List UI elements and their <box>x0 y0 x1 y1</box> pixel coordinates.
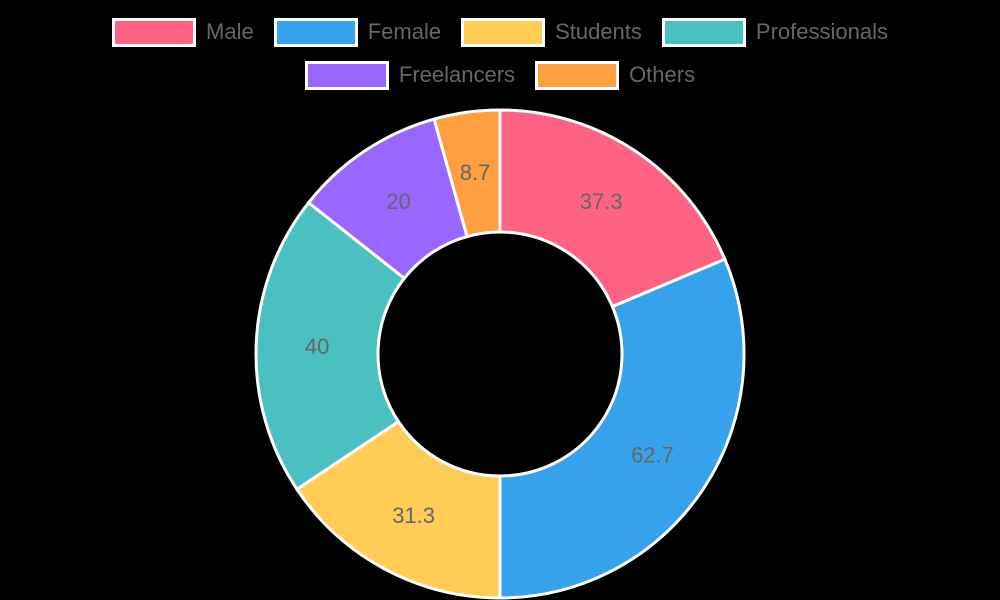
legend-swatch-male <box>112 17 197 47</box>
data-label-freelancers: 20 <box>386 189 410 214</box>
chart-data-labels: 37.3 62.7 31.3 40 20 8.7 <box>305 160 674 528</box>
legend-label-professionals: Professionals <box>755 19 888 44</box>
legend-item-others[interactable]: Others <box>535 60 696 90</box>
legend-item-male[interactable]: Male <box>112 17 254 47</box>
data-label-students: 31.3 <box>392 503 435 528</box>
legend-row-2: Freelancers Others <box>0 57 1000 93</box>
legend-label-male: Male <box>206 19 254 44</box>
legend-item-professionals[interactable]: Professionals <box>661 17 888 47</box>
legend-swatch-others <box>535 60 620 90</box>
legend-swatch-professionals <box>661 17 746 47</box>
chart-slices <box>254 108 746 600</box>
legend-item-students[interactable]: Students <box>461 17 642 47</box>
legend-swatch-female <box>273 17 358 47</box>
slice-professionals[interactable] <box>254 200 407 492</box>
slice-male[interactable] <box>498 108 727 309</box>
legend-swatch-students <box>461 17 546 47</box>
data-label-others: 8.7 <box>460 160 491 185</box>
legend-item-female[interactable]: Female <box>273 17 442 47</box>
slice-others[interactable] <box>432 108 502 239</box>
legend-label-students: Students <box>555 19 642 44</box>
legend-swatch-freelancers <box>304 60 389 90</box>
data-label-professionals: 40 <box>305 334 329 359</box>
slice-female[interactable] <box>498 257 746 600</box>
legend-row-1: Male Female Students Professionals <box>0 14 1000 50</box>
data-label-female: 62.7 <box>631 443 674 468</box>
slice-students[interactable] <box>294 419 502 600</box>
legend-item-freelancers[interactable]: Freelancers <box>304 60 516 90</box>
chart-legend: Male Female Students Professionals Freel… <box>0 14 1000 100</box>
legend-label-female: Female <box>367 19 442 44</box>
legend-label-freelancers: Freelancers <box>398 62 516 87</box>
data-label-male: 37.3 <box>580 189 623 214</box>
legend-label-others: Others <box>629 62 696 87</box>
